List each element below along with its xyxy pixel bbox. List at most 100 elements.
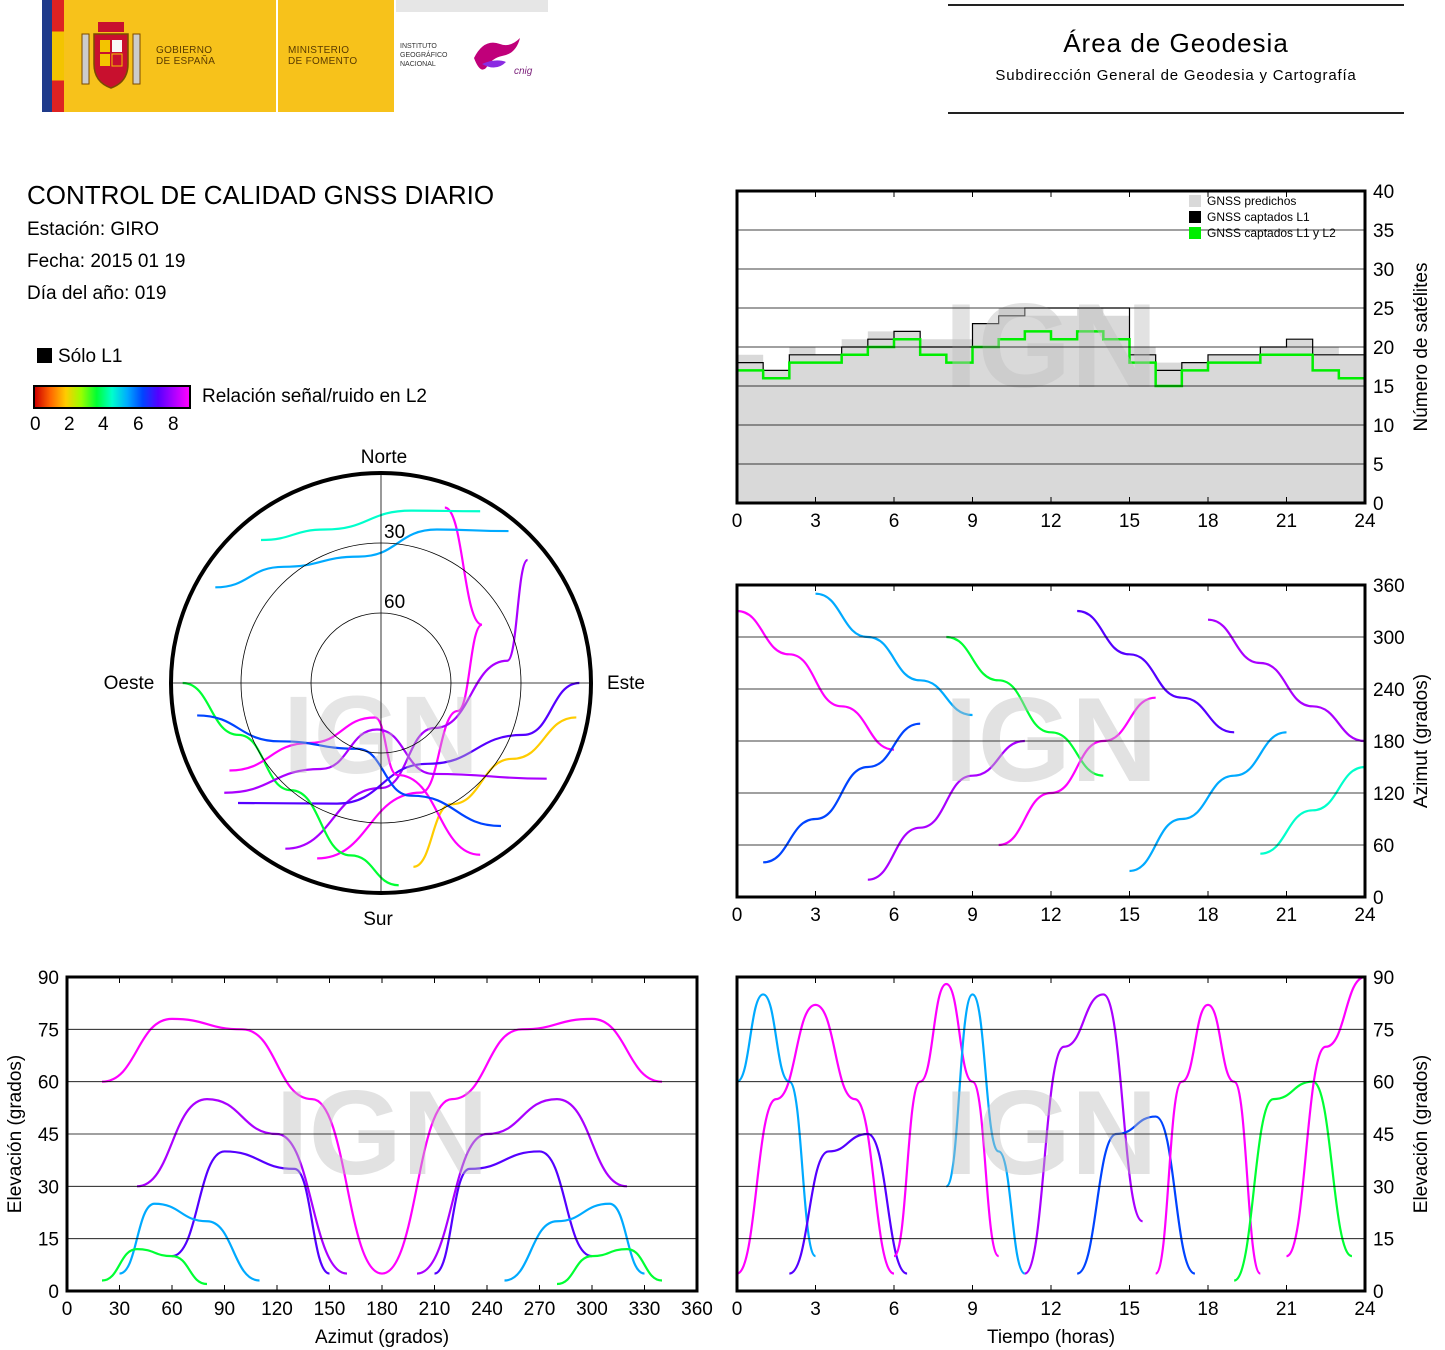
x-tick-label: 12 <box>1040 1299 1061 1320</box>
satellite-track <box>737 609 895 751</box>
elevation_time-chart: IGN 0 15 30 45 60 75 90 0 3 6 9 12 15 18 21 24 Elevación … <box>732 968 1432 1348</box>
y-tick-label: 10 <box>1373 416 1394 437</box>
satellite-track <box>1260 765 1365 855</box>
y-tick-label: 0 <box>1373 494 1384 515</box>
report-title: CONTROL DE CALIDAD GNSS DIARIO <box>27 180 495 210</box>
plot-frame <box>735 189 1367 505</box>
y-tick-label: 45 <box>38 1125 59 1146</box>
satellite-track <box>788 1132 908 1275</box>
satellite-track <box>737 993 817 1258</box>
y-tick-label: 45 <box>1373 1125 1394 1146</box>
skyplot-ring-label: 60 <box>384 592 405 613</box>
x-tick-label: 15 <box>1119 1299 1140 1320</box>
x-tick-label: 90 <box>214 1299 235 1320</box>
legend-swatch <box>1189 211 1201 223</box>
legend-swatch <box>1189 195 1201 207</box>
satellite-track <box>119 1202 260 1282</box>
x-tick-label: 30 <box>109 1299 130 1320</box>
skyplot-track <box>215 528 509 589</box>
x-tick-label: 21 <box>1276 905 1297 926</box>
x-tick-label: 9 <box>967 511 978 532</box>
y-tick-label: 0 <box>1373 1282 1384 1303</box>
y-tick-label: 5 <box>1373 455 1384 476</box>
ministerio-panel: MINISTERIO DE FOMENTO <box>278 0 394 112</box>
x-tick-label: 6 <box>889 905 900 926</box>
x-tick-label: 21 <box>1276 511 1297 532</box>
legend-label: GNSS captados L1 <box>1207 210 1310 224</box>
x-tick-label: 18 <box>1197 1299 1218 1320</box>
x-tick-label: 18 <box>1197 511 1218 532</box>
y-tick-label: 0 <box>1373 888 1384 909</box>
x-tick-label: 0 <box>62 1299 73 1320</box>
skyplot-track <box>261 509 481 542</box>
ign-text: INSTITUTO GEOGRÁFICO NACIONAL <box>400 43 448 68</box>
y-axis-label: Azimut (grados) <box>1411 674 1432 808</box>
station-label: Estación: GIRO <box>27 219 159 240</box>
satellite-track <box>434 1150 593 1275</box>
satellite-track <box>737 1003 895 1275</box>
colorbar-tick: 0 <box>30 414 41 435</box>
legend-label: GNSS predichos <box>1207 194 1296 208</box>
x-tick-label: 3 <box>810 1299 821 1320</box>
elevation_azimuth-chart: IGN 0 15 30 45 60 75 90 0 30 60 90 120 150 180 210 240 27… <box>5 968 713 1348</box>
ign-watermark: IGN <box>275 1066 488 1200</box>
y-tick-label: 15 <box>1373 377 1394 398</box>
date-label: Fecha: 2015 01 19 <box>27 251 186 272</box>
l1-only-label: Sólo L1 <box>58 346 123 367</box>
satellite-track <box>1285 977 1365 1258</box>
x-tick-label: 24 <box>1354 1299 1376 1320</box>
y-tick-label: 300 <box>1373 628 1405 649</box>
y-tick-label: 240 <box>1373 680 1405 701</box>
y-tick-label: 35 <box>1373 221 1394 242</box>
satellite-track <box>1024 993 1144 1275</box>
plot-frame <box>735 975 1367 1293</box>
y-tick-label: 75 <box>1373 1020 1394 1041</box>
snr-colorbar-label: Relación señal/ruido en L2 <box>202 386 427 407</box>
y-axis-label: Elevación (grados) <box>5 1055 26 1213</box>
area-header: Área de Geodesia Subdirección General de… <box>948 4 1404 114</box>
satellite-track <box>946 635 1104 777</box>
y-tick-label: 120 <box>1373 784 1405 805</box>
skyplot-track <box>224 728 547 794</box>
track-group <box>101 1017 663 1286</box>
skyplot-west-label: Oeste <box>104 673 155 694</box>
y-tick-label: 0 <box>48 1282 59 1303</box>
x-tick-label: 9 <box>967 1299 978 1320</box>
satellite-track <box>101 1017 383 1275</box>
x-tick-label: 120 <box>261 1299 293 1320</box>
track-group <box>737 977 1365 1282</box>
x-tick-label: 0 <box>732 905 743 926</box>
satellite-track <box>504 1202 645 1282</box>
plot-frame <box>735 583 1367 899</box>
x-tick-label: 15 <box>1119 905 1140 926</box>
legend-swatch <box>1189 227 1201 239</box>
x-axis-label: Tiempo (horas) <box>987 1327 1115 1348</box>
skyplot-ring-label: 30 <box>384 522 405 543</box>
satellite-track <box>1076 1115 1196 1275</box>
x-tick-label: 24 <box>1354 511 1376 532</box>
x-tick-label: 6 <box>889 511 900 532</box>
satellite-track <box>1077 609 1235 734</box>
gobierno-panel: GOBIERNO DE ESPAÑA <box>64 0 276 112</box>
x-tick-label: 300 <box>576 1299 608 1320</box>
colorbar-tick: 2 <box>64 414 75 435</box>
colorbar-tick: 6 <box>133 414 144 435</box>
x-tick-label: 0 <box>732 1299 743 1320</box>
satellite-track <box>867 739 1025 881</box>
x-tick-label: 9 <box>967 905 978 926</box>
colorbar-tick: 4 <box>98 414 109 435</box>
y-tick-label: 180 <box>1373 732 1405 753</box>
satellite-track <box>1154 1003 1262 1275</box>
ign-watermark: IGN <box>944 1066 1157 1200</box>
satellite-track <box>1129 731 1287 873</box>
ministerio-text: MINISTERIO DE FOMENTO <box>288 45 358 67</box>
y-tick-label: 360 <box>1373 576 1405 597</box>
y-tick-label: 90 <box>1373 968 1394 989</box>
snr-colorbar <box>33 385 191 409</box>
skyplot-track <box>317 506 483 860</box>
coat-of-arms-icon <box>81 22 141 89</box>
plot-frame <box>65 975 699 1293</box>
satellite-track <box>101 1248 208 1286</box>
satellite_count-chart: IGN 0 5 10 15 20 25 30 35 40 0 3 6 9 12 15 18 21 24 Número … <box>732 182 1432 532</box>
y-tick-label: 20 <box>1373 338 1394 359</box>
